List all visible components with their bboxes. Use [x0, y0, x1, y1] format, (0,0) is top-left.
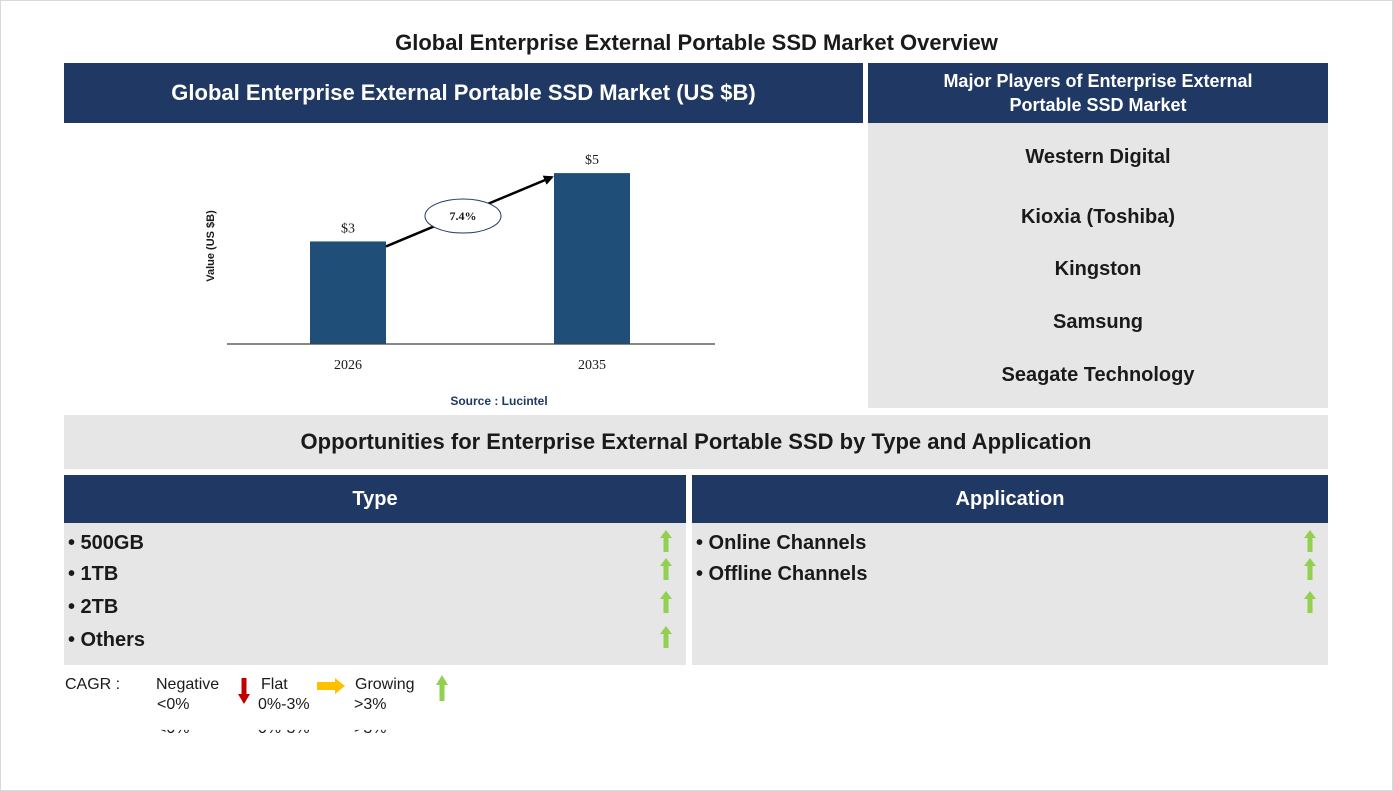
- type-item: • 500GB: [68, 532, 144, 554]
- players-header-text: Major Players of Enterprise External Por…: [943, 71, 1253, 115]
- market-chart: $3 2026 $5 2035 7.4% Value (US $B) Source :…: [64, 123, 863, 413]
- up-arrow-icon: [660, 591, 672, 613]
- chart-source: Source : Lucintel: [450, 394, 547, 408]
- x-tick-label-2035: 2035: [578, 358, 606, 373]
- legend-negative-label: Negative: [156, 676, 220, 693]
- page-title: Global Enterprise External Portable SSD …: [395, 30, 998, 55]
- legend-growing-range-ghost: >3%: [354, 720, 387, 737]
- player-item: Kioxia (Toshiba): [1020, 206, 1176, 228]
- application-header: Application: [692, 475, 1328, 523]
- players-header: Major Players of Enterprise External Por…: [868, 63, 1328, 123]
- type-header: Type: [64, 475, 686, 523]
- market-chart-svg: $3 2026 $5 2035 7.4% Value (US $B) Source :…: [205, 153, 715, 408]
- legend-growing-label: Growing: [355, 676, 415, 693]
- type-list: • 500GB • 1TB • 2TB • Others: [64, 523, 686, 665]
- x-tick-label-2026: 2026: [334, 358, 362, 373]
- application-item: • Offline Channels: [696, 563, 868, 585]
- type-item: • 2TB: [68, 596, 119, 618]
- opportunities-title: Opportunities for Enterprise External Po…: [64, 415, 1328, 469]
- legend-flat-range-ghost: 0%-3%: [258, 720, 310, 737]
- up-arrow-icon: [660, 530, 672, 552]
- bar-2035: [554, 173, 630, 344]
- up-arrow-icon: [1304, 591, 1316, 613]
- player-item: Western Digital: [1025, 146, 1171, 168]
- legend-negative-range-ghost: <0%: [157, 720, 190, 737]
- legend-cagr-label: CAGR :: [65, 676, 121, 693]
- up-arrow-icon: [1304, 530, 1316, 552]
- player-item: Samsung: [1052, 311, 1144, 333]
- cagr-ellipse: [424, 198, 502, 234]
- up-arrow-icon: [660, 626, 672, 648]
- up-arrow-icon: [436, 675, 448, 701]
- player-item: Kingston: [1054, 258, 1142, 280]
- cagr-label: 7.4%: [450, 209, 477, 223]
- legend-flat-label: Flat: [261, 676, 288, 693]
- player-item: Seagate Technology: [1001, 364, 1195, 386]
- bar-2026: [310, 241, 386, 344]
- data-label-2026: $3: [341, 221, 355, 236]
- type-item: • 1TB: [68, 563, 119, 585]
- right-arrow-icon: [317, 678, 345, 694]
- data-label-2035: $5: [585, 153, 599, 168]
- application-list: • Online Channels • Offline Channels: [692, 523, 1328, 665]
- up-arrow-icon: [660, 558, 672, 580]
- y-axis-label: Value (US $B): [205, 210, 217, 282]
- legend-flat-range: 0%-3%: [258, 696, 310, 713]
- up-arrow-icon: [1304, 558, 1316, 580]
- down-arrow-icon: [238, 678, 250, 704]
- legend-growing-range: >3%: [354, 696, 387, 713]
- application-item: • Online Channels: [696, 532, 867, 554]
- chart-panel-header: Global Enterprise External Portable SSD …: [64, 63, 863, 123]
- players-list: Western Digital Kioxia (Toshiba) Kingsto…: [868, 123, 1328, 408]
- type-item: • Others: [68, 629, 146, 651]
- legend-negative-range: <0%: [157, 696, 190, 713]
